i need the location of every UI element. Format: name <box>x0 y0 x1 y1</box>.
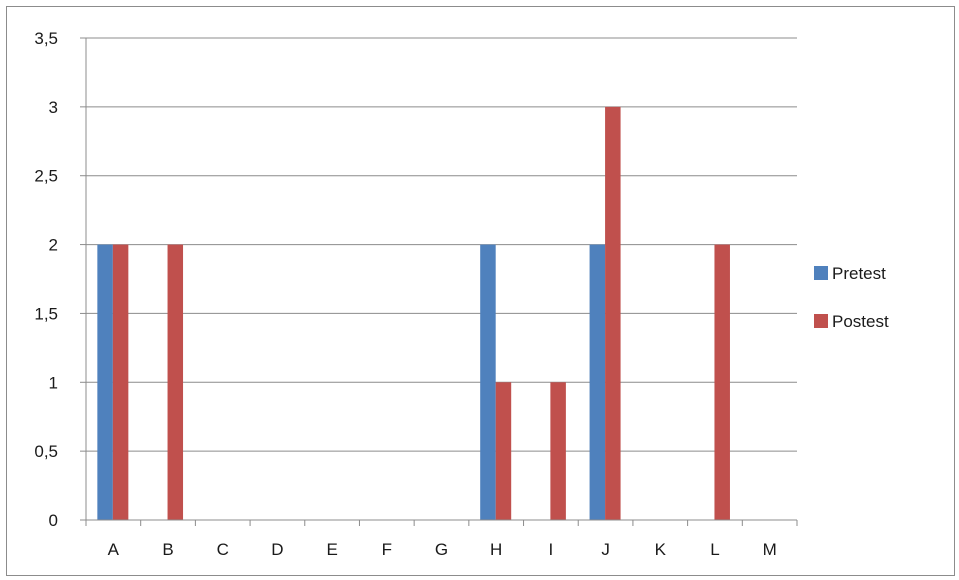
x-tick-label: M <box>763 540 777 559</box>
legend-label-pretest: Pretest <box>832 264 886 283</box>
legend-swatch-postest <box>814 314 828 328</box>
x-tick-label: B <box>162 540 173 559</box>
y-tick-label: 0 <box>49 511 58 530</box>
x-tick-label: G <box>435 540 448 559</box>
y-tick-label: 3 <box>49 98 58 117</box>
y-tick-label: 0,5 <box>34 442 58 461</box>
bar-pretest-a <box>97 244 113 521</box>
bar-postest-l <box>714 244 730 521</box>
y-tick-label: 1 <box>49 373 58 392</box>
legend-swatch-pretest <box>814 266 828 280</box>
x-tick-label: E <box>326 540 337 559</box>
x-tick-label: F <box>382 540 392 559</box>
legend: Pretest Postest <box>814 264 889 331</box>
x-tick-label: K <box>655 540 667 559</box>
x-tick-label: J <box>601 540 610 559</box>
legend-label-postest: Postest <box>832 312 889 331</box>
x-tick-label: H <box>490 540 502 559</box>
x-tick-label: A <box>108 540 120 559</box>
bar-postest-i <box>550 382 566 520</box>
y-tick-label: 2 <box>49 236 58 255</box>
y-tick-label: 3,5 <box>34 29 58 48</box>
bar-postest-j <box>605 106 621 520</box>
bar-postest-h <box>495 382 512 520</box>
bar-postest-b <box>167 244 184 521</box>
bar-pretest-h <box>480 244 496 521</box>
y-tick-label: 1,5 <box>34 304 58 323</box>
x-tick-label: L <box>710 540 719 559</box>
y-tick-label: 2,5 <box>34 167 58 186</box>
x-tick-label: D <box>271 540 283 559</box>
bar-postest-a <box>112 244 129 521</box>
x-tick-label: C <box>217 540 229 559</box>
gridlines <box>86 37 797 452</box>
axes: 0 0,5 1 1,5 2 2,5 3 3,5 A B C D E F G H I J K L M <box>34 29 798 559</box>
bar-pretest-j <box>589 244 606 521</box>
bars <box>97 106 730 521</box>
x-tick-label: I <box>549 540 554 559</box>
